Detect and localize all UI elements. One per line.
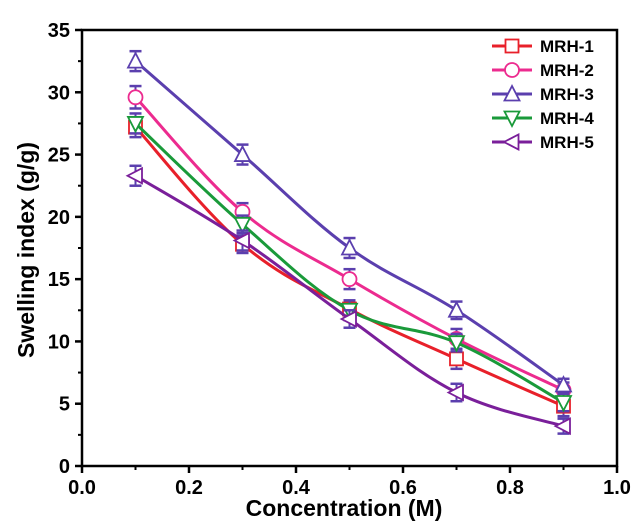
legend-label: MRH-5 <box>540 133 594 152</box>
y-tick-label: 0 <box>59 456 70 478</box>
legend-swatch-marker <box>503 110 521 128</box>
data-point <box>340 238 359 256</box>
data-point <box>127 89 144 106</box>
legend-item-mrh-1: MRH-1 <box>492 37 594 56</box>
y-tick-label: 5 <box>59 394 70 416</box>
legend-item-mrh-4: MRH-4 <box>492 109 594 128</box>
data-point <box>553 417 571 436</box>
y-tick-label: 15 <box>48 269 70 291</box>
data-point <box>126 51 145 69</box>
x-tick-label: 0.0 <box>68 477 96 499</box>
data-point <box>447 335 466 353</box>
data-point <box>126 116 145 134</box>
legend-label: MRH-2 <box>540 61 594 80</box>
series-line <box>134 60 565 387</box>
x-tick-label: 1.0 <box>603 477 631 499</box>
legend: MRH-1 MRH-2 MRH-3 MRH-4 MRH-5 <box>492 37 594 152</box>
data-point <box>554 395 573 413</box>
legend-label: MRH-1 <box>540 37 594 56</box>
data-point <box>232 231 250 250</box>
y-tick-label: 25 <box>48 145 70 167</box>
x-tick-label: 0.4 <box>282 477 311 499</box>
series-mrh-5 <box>125 164 571 436</box>
legend-label: MRH-3 <box>540 85 594 104</box>
series-mrh-1 <box>128 115 571 418</box>
y-tick-label: 20 <box>48 207 70 229</box>
legend-label: MRH-4 <box>540 109 594 128</box>
data-point <box>233 144 252 162</box>
legend-swatch-marker <box>502 133 520 151</box>
legend-item-mrh-2: MRH-2 <box>492 61 594 80</box>
y-tick-label: 35 <box>48 20 70 42</box>
x-tick-label: 0.6 <box>389 477 417 499</box>
y-tick-label: 30 <box>48 82 70 104</box>
legend-item-mrh-5: MRH-5 <box>492 133 594 152</box>
data-point <box>125 166 143 185</box>
legend-swatch-marker <box>504 62 520 78</box>
y-tick-label: 10 <box>48 331 70 353</box>
data-point <box>341 271 358 288</box>
data-point <box>339 310 357 328</box>
legend-swatch-marker <box>504 38 520 54</box>
data-point <box>449 351 464 367</box>
legend-swatch-marker <box>503 84 521 102</box>
series-layer <box>125 49 573 436</box>
data-point <box>233 216 252 235</box>
axes-layer: 0.0 0.2 0.4 0.6 0.8 1.0 0 5 10 15 20 25 30 35 <box>48 20 631 499</box>
series-mrh-3 <box>126 49 573 393</box>
x-axis-title: Concentration (M) <box>246 495 443 521</box>
data-point <box>447 300 466 318</box>
data-point <box>446 383 464 402</box>
x-tick-label: 0.2 <box>175 477 203 499</box>
x-tick-label: 0.8 <box>496 477 524 499</box>
series-mrh-4 <box>126 112 573 413</box>
y-axis-title: Swelling index (g/g) <box>13 142 39 358</box>
data-point <box>554 375 573 393</box>
legend-item-mrh-3: MRH-3 <box>492 84 594 104</box>
